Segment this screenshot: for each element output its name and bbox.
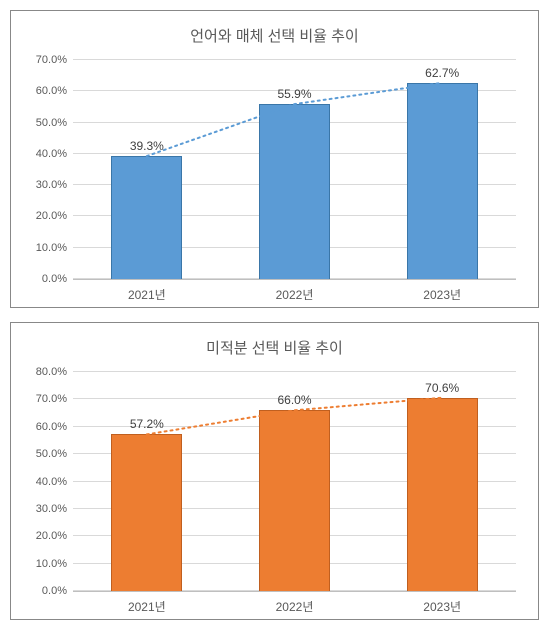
ytick-label: 50.0%	[36, 117, 73, 129]
chart-panel-1: 미적분 선택 비율 추이0.0%10.0%20.0%30.0%40.0%50.0…	[10, 322, 539, 620]
ytick-label: 70.0%	[36, 54, 73, 66]
ytick-label: 60.0%	[36, 85, 73, 97]
chart-title: 언어와 매체 선택 비율 추이	[23, 25, 526, 46]
ytick-label: 60.0%	[36, 421, 73, 433]
xtick-label: 2023년	[368, 592, 516, 615]
xtick-label: 2021년	[73, 592, 221, 615]
xtick-label: 2021년	[73, 280, 221, 303]
plot-area: 0.0%10.0%20.0%30.0%40.0%50.0%60.0%70.0%3…	[73, 60, 516, 280]
ytick-label: 80.0%	[36, 366, 73, 378]
ytick-label: 50.0%	[36, 448, 73, 460]
ytick-label: 10.0%	[36, 242, 73, 254]
ytick-label: 40.0%	[36, 476, 73, 488]
x-axis: 2021년2022년2023년	[73, 592, 516, 615]
ytick-label: 0.0%	[42, 585, 73, 597]
ytick-label: 20.0%	[36, 210, 73, 222]
ytick-label: 30.0%	[36, 503, 73, 515]
ytick-label: 20.0%	[36, 530, 73, 542]
ytick-label: 10.0%	[36, 558, 73, 570]
ytick-label: 0.0%	[42, 273, 73, 285]
ytick-label: 70.0%	[36, 393, 73, 405]
xtick-label: 2023년	[368, 280, 516, 303]
ytick-label: 40.0%	[36, 148, 73, 160]
trend-line	[73, 60, 516, 279]
ytick-label: 30.0%	[36, 179, 73, 191]
x-axis: 2021년2022년2023년	[73, 280, 516, 303]
xtick-label: 2022년	[221, 280, 369, 303]
chart-title: 미적분 선택 비율 추이	[23, 337, 526, 358]
trend-line	[73, 372, 516, 591]
plot-area: 0.0%10.0%20.0%30.0%40.0%50.0%60.0%70.0%8…	[73, 372, 516, 592]
chart-panel-0: 언어와 매체 선택 비율 추이0.0%10.0%20.0%30.0%40.0%5…	[10, 10, 539, 308]
xtick-label: 2022년	[221, 592, 369, 615]
